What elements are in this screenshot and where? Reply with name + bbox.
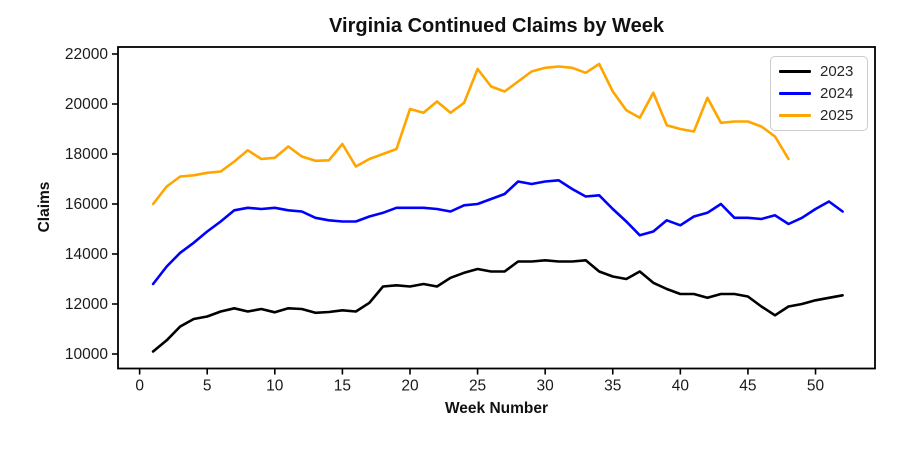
- x-tick-label: 10: [266, 378, 284, 395]
- legend-swatch-2024: [779, 91, 811, 95]
- chart-title: Virginia Continued Claims by Week: [329, 15, 664, 37]
- y-tick-label: 22000: [65, 46, 108, 63]
- legend-entry-2024: 2024: [779, 86, 859, 101]
- y-tick-label: 12000: [65, 296, 108, 313]
- series-line-2023: [151, 258, 844, 353]
- x-tick-label: 45: [739, 378, 756, 395]
- legend-entry-2023: 2023: [779, 64, 859, 79]
- legend-label-2024: 2024: [820, 84, 854, 102]
- legend-label-2025: 2025: [820, 107, 854, 125]
- x-axis-label: Week Number: [444, 400, 549, 417]
- y-tick-label: 16000: [65, 196, 108, 213]
- x-tick-label: 5: [203, 378, 212, 395]
- legend: 2023 2024 2025: [770, 56, 868, 131]
- y-tick-label: 18000: [65, 146, 108, 163]
- x-tick-label: 35: [604, 378, 621, 395]
- x-tick-label: 50: [807, 378, 825, 395]
- y-tick-label: 20000: [65, 96, 108, 113]
- y-tick-label: 14000: [65, 246, 108, 263]
- series-line-2024: [151, 179, 844, 286]
- legend-swatch-2025: [779, 114, 811, 118]
- legend-swatch-2023: [779, 69, 811, 73]
- plot-border: [117, 46, 876, 370]
- x-tick-label: 20: [401, 378, 419, 395]
- x-tick-label: 0: [135, 378, 144, 395]
- x-tick-label: 25: [469, 378, 486, 395]
- y-tick-label: 10000: [65, 346, 108, 363]
- legend-entry-2025: 2025: [779, 108, 859, 123]
- x-tick-label: 40: [672, 378, 690, 395]
- x-tick-label: 30: [537, 378, 555, 395]
- x-tick-label: 15: [334, 378, 351, 395]
- series-line-2025: [151, 62, 790, 206]
- legend-label-2023: 2023: [820, 62, 854, 80]
